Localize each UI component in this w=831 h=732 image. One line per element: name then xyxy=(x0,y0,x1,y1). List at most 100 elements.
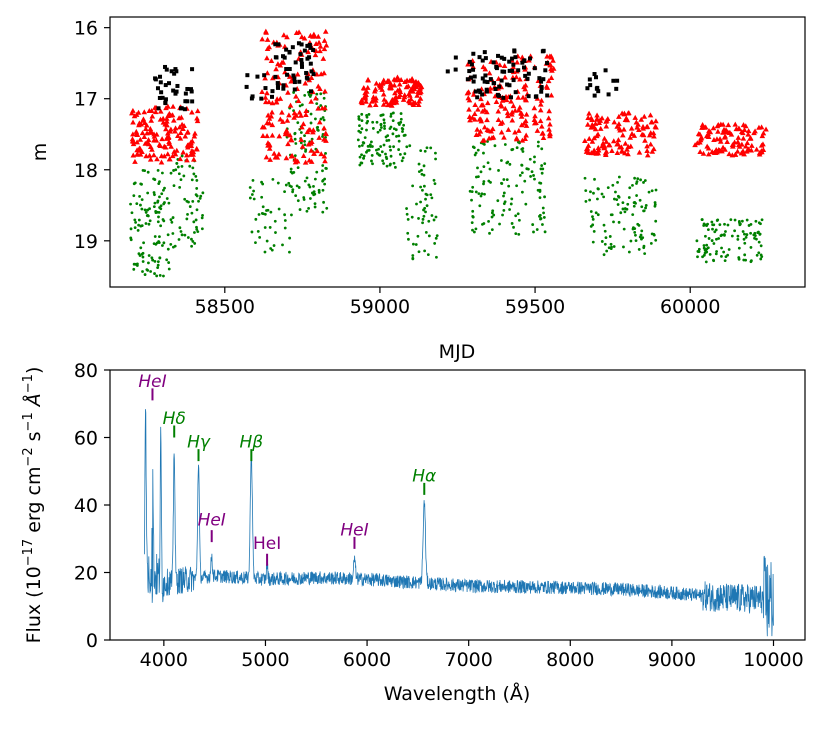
green-point xyxy=(295,184,299,188)
green-point xyxy=(403,133,407,137)
red-point xyxy=(732,151,739,157)
green-point xyxy=(389,114,393,118)
red-point xyxy=(465,61,471,67)
green-point xyxy=(383,127,386,130)
black-point xyxy=(175,83,180,88)
black-point xyxy=(507,83,512,88)
green-point xyxy=(490,228,494,232)
green-point xyxy=(605,249,609,253)
green-point xyxy=(198,197,202,200)
red-point xyxy=(308,98,314,104)
red-point xyxy=(513,74,520,80)
spectrum-panel: 4000 5000 6000 7000 8000 9000 10000 020406080 … xyxy=(21,360,806,705)
green-point xyxy=(421,217,425,221)
red-point xyxy=(396,86,403,92)
black-point xyxy=(526,94,531,99)
light-curve-points xyxy=(129,28,769,278)
green-point xyxy=(380,126,383,129)
red-point xyxy=(189,109,195,115)
black-point xyxy=(480,76,485,81)
black-point xyxy=(511,78,516,83)
red-point xyxy=(265,142,271,148)
green-point xyxy=(518,173,522,177)
black-point xyxy=(307,55,312,60)
green-point xyxy=(632,226,635,229)
red-point xyxy=(359,100,365,106)
green-point xyxy=(294,194,298,198)
green-point xyxy=(382,121,386,125)
red-point xyxy=(373,80,380,86)
spectrum-y-label: Flux (10−17 erg cm−2 s−1 Å−1) xyxy=(21,367,45,644)
green-point xyxy=(589,210,593,213)
green-point xyxy=(201,191,205,195)
red-point xyxy=(474,126,480,132)
red-point xyxy=(162,144,169,150)
red-point xyxy=(372,86,379,92)
green-point xyxy=(367,148,371,152)
green-point xyxy=(422,164,426,168)
green-point xyxy=(144,222,148,225)
green-point xyxy=(195,208,199,212)
green-point xyxy=(704,234,707,238)
red-point xyxy=(752,128,758,134)
green-point xyxy=(281,243,284,247)
green-point xyxy=(380,150,384,154)
green-point xyxy=(745,218,749,222)
red-point xyxy=(595,131,601,137)
red-point xyxy=(616,121,622,127)
red-point xyxy=(626,110,632,116)
red-point xyxy=(547,121,553,127)
green-point xyxy=(151,258,155,262)
light-curve-frame xyxy=(109,16,806,288)
green-point xyxy=(726,253,730,257)
green-point xyxy=(392,161,396,165)
green-point xyxy=(190,244,193,248)
red-point xyxy=(322,158,328,164)
spectral-line-label: HeI xyxy=(198,510,226,530)
green-point xyxy=(596,213,600,217)
green-point xyxy=(422,214,426,218)
black-point xyxy=(473,89,478,94)
red-point xyxy=(515,94,522,100)
red-point xyxy=(194,118,201,124)
green-point xyxy=(300,103,304,107)
black-point xyxy=(501,95,506,100)
green-point xyxy=(357,118,361,121)
green-point xyxy=(405,207,408,210)
red-point xyxy=(144,130,150,136)
black-point xyxy=(276,42,281,47)
red-point xyxy=(615,137,622,143)
green-point xyxy=(540,164,544,167)
black-point xyxy=(299,61,304,66)
red-point xyxy=(134,151,140,157)
red-point xyxy=(700,150,707,156)
green-point xyxy=(146,170,150,174)
green-point xyxy=(153,193,156,197)
green-point xyxy=(157,182,161,186)
red-point xyxy=(142,140,149,146)
green-point xyxy=(427,234,431,238)
green-point xyxy=(378,128,382,132)
green-point xyxy=(250,193,254,196)
green-point xyxy=(719,234,723,238)
ylabel-exp3: −1 xyxy=(21,412,36,431)
green-point xyxy=(296,166,300,170)
red-point xyxy=(596,119,603,125)
green-point xyxy=(510,148,514,152)
green-point xyxy=(729,218,733,222)
red-point xyxy=(603,118,609,124)
green-point xyxy=(191,199,195,203)
x-tick-label: 58500 xyxy=(195,296,255,318)
green-point xyxy=(654,238,658,242)
green-point xyxy=(292,91,296,94)
green-point xyxy=(156,263,160,267)
red-point xyxy=(156,141,163,147)
red-point xyxy=(301,35,308,41)
green-point xyxy=(512,225,515,229)
green-point xyxy=(389,154,393,158)
green-point xyxy=(432,218,436,222)
black-point xyxy=(284,67,289,72)
red-point xyxy=(532,113,538,119)
green-point xyxy=(432,178,436,182)
green-point xyxy=(322,96,326,100)
